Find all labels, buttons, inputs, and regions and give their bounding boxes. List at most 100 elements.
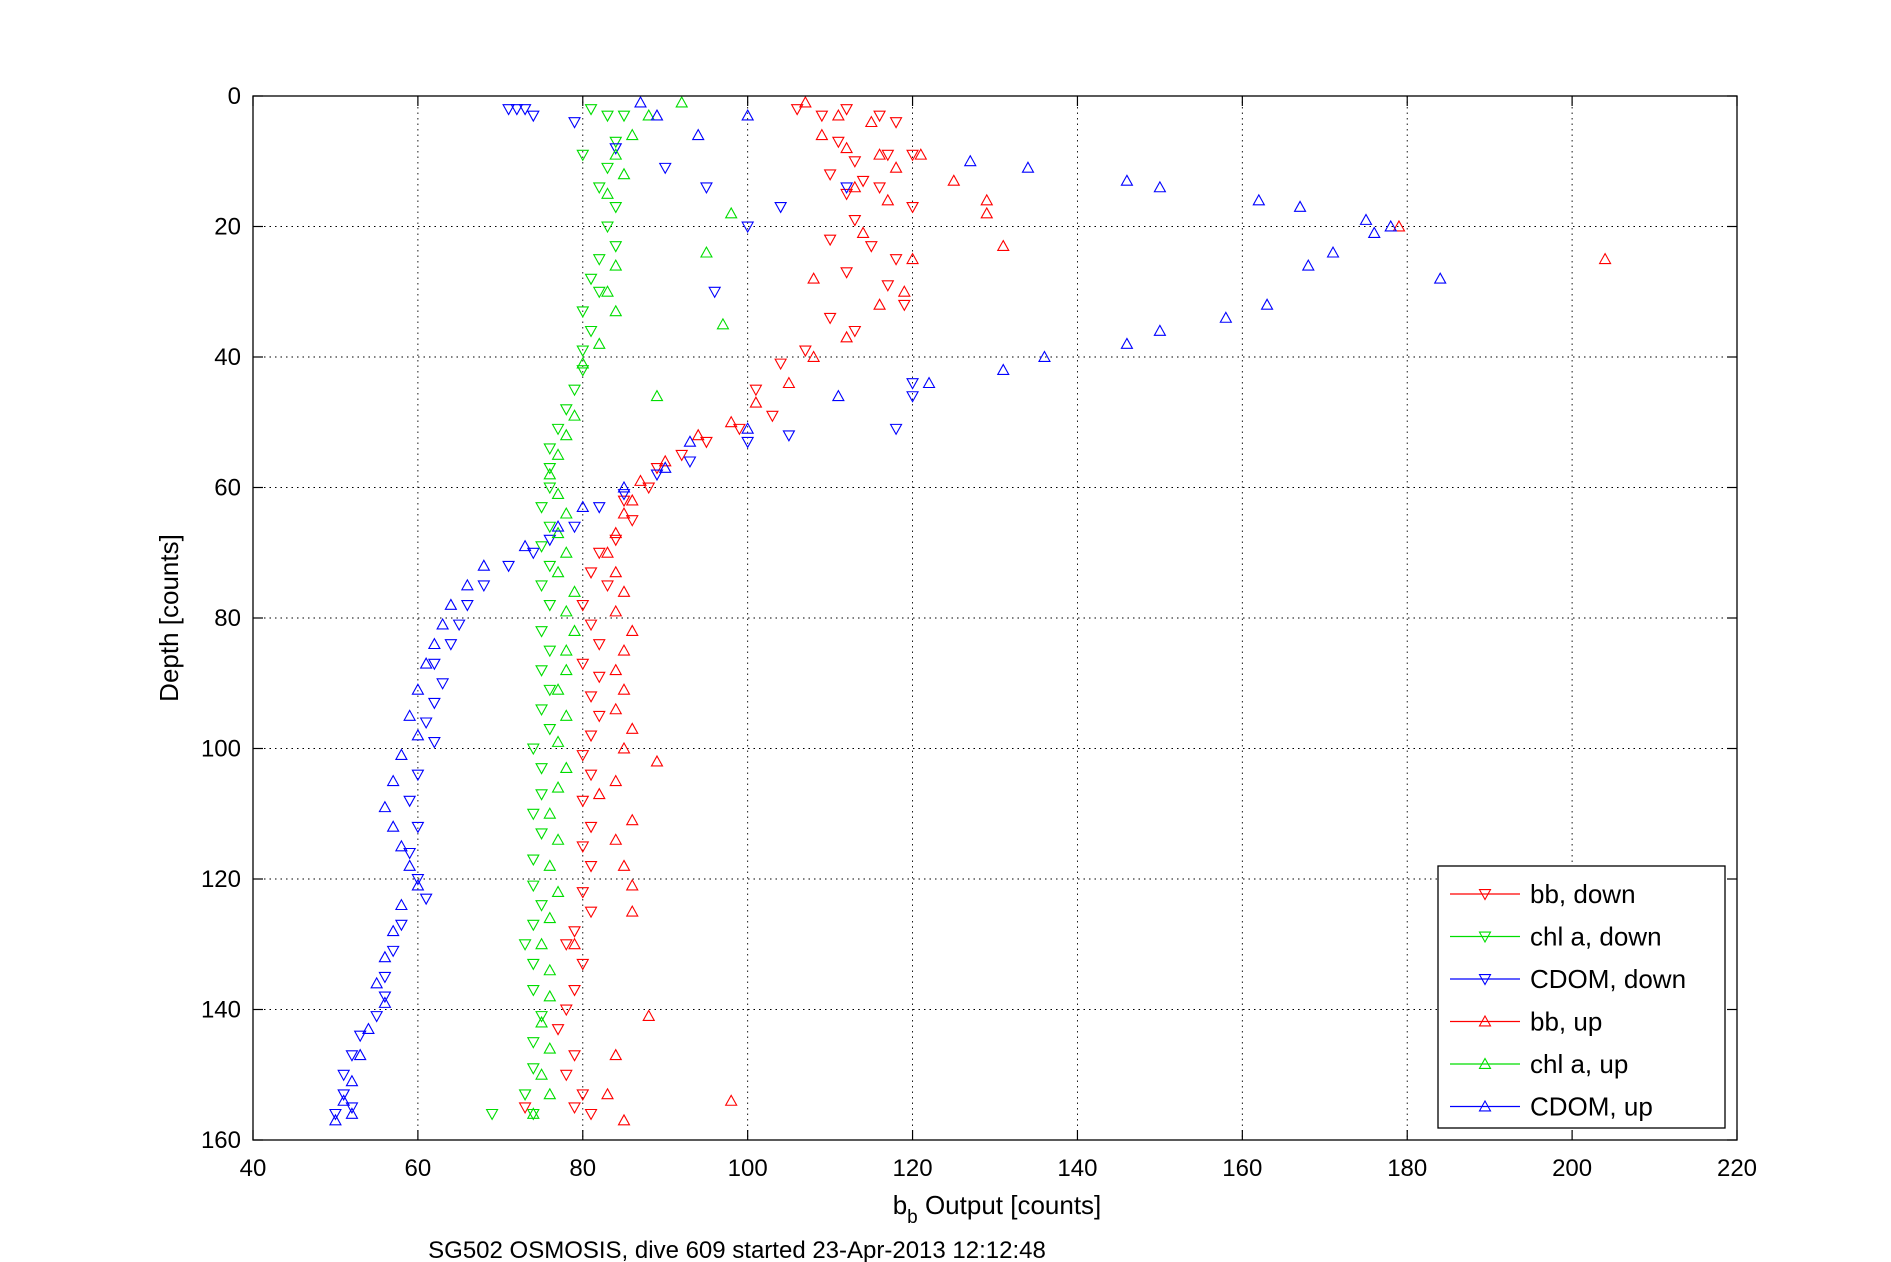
data-point xyxy=(386,945,400,958)
data-point xyxy=(650,462,664,475)
data-point xyxy=(452,619,466,632)
data-point xyxy=(551,1024,565,1036)
data-point xyxy=(650,108,664,121)
data-point xyxy=(1120,337,1134,349)
data-point xyxy=(444,639,458,651)
data-point xyxy=(873,110,887,123)
data-point xyxy=(625,128,639,141)
data-point xyxy=(996,239,1010,252)
data-point xyxy=(543,645,557,658)
data-point xyxy=(609,565,623,578)
data-point xyxy=(568,117,581,129)
data-point xyxy=(345,1102,359,1115)
data-point xyxy=(378,800,392,813)
data-point xyxy=(1293,200,1307,212)
data-point xyxy=(609,143,623,155)
data-point xyxy=(559,761,573,774)
data-point xyxy=(427,637,441,650)
data-point xyxy=(427,658,441,671)
data-point xyxy=(592,337,606,349)
data-point xyxy=(543,534,557,547)
data-point xyxy=(502,560,516,573)
data-point xyxy=(609,1048,623,1061)
data-point xyxy=(568,585,581,597)
data-point xyxy=(576,149,590,162)
data-point xyxy=(584,273,598,286)
x-tick-label: 140 xyxy=(1057,1155,1097,1182)
data-point xyxy=(1260,298,1274,310)
x-tick-label: 160 xyxy=(1222,1155,1262,1182)
data-point xyxy=(592,182,606,194)
data-point xyxy=(551,781,565,793)
data-point xyxy=(535,665,548,677)
data-point xyxy=(403,847,417,860)
data-point xyxy=(460,578,474,591)
data-point xyxy=(535,763,548,775)
data-point xyxy=(576,500,590,513)
data-point xyxy=(477,559,491,571)
data-point xyxy=(345,1050,359,1062)
data-point xyxy=(543,723,557,736)
data-point xyxy=(444,598,458,610)
data-point xyxy=(411,874,425,886)
data-point xyxy=(411,683,425,695)
data-point xyxy=(518,1089,532,1101)
data-point xyxy=(543,859,557,871)
data-point xyxy=(906,378,919,390)
data-point xyxy=(642,482,656,495)
data-point xyxy=(526,854,540,867)
data-point xyxy=(658,454,672,467)
data-point xyxy=(559,643,573,656)
data-point xyxy=(856,175,870,188)
data-point xyxy=(526,880,540,893)
data-point xyxy=(543,1087,557,1100)
data-point xyxy=(617,585,631,597)
data-point xyxy=(584,769,598,782)
x-tick-label: 120 xyxy=(893,1155,933,1182)
data-point xyxy=(592,710,606,723)
data-point xyxy=(601,580,614,593)
data-point xyxy=(460,600,474,612)
data-point xyxy=(378,971,392,984)
data-point xyxy=(831,108,845,121)
data-point xyxy=(576,841,590,854)
data-point xyxy=(427,737,441,749)
data-point xyxy=(559,506,573,519)
x-tick-label: 60 xyxy=(405,1155,432,1182)
data-point xyxy=(741,422,755,434)
data-point xyxy=(625,904,639,917)
legend-marker xyxy=(1478,1099,1492,1112)
data-point xyxy=(576,750,590,762)
data-point xyxy=(386,774,400,787)
data-point xyxy=(601,285,614,297)
data-point xyxy=(601,1087,614,1100)
data-point xyxy=(765,410,779,423)
data-point xyxy=(873,182,887,194)
data-point xyxy=(543,467,557,480)
data-point xyxy=(535,626,548,638)
data-point xyxy=(1153,324,1167,336)
data-point xyxy=(518,539,532,552)
data-point xyxy=(526,743,540,756)
data-point xyxy=(980,193,994,206)
data-point xyxy=(1433,272,1447,284)
data-point xyxy=(889,117,903,129)
data-point xyxy=(831,389,845,402)
data-point xyxy=(543,684,557,697)
data-point xyxy=(848,180,862,193)
data-point xyxy=(329,1108,342,1121)
data-point xyxy=(576,658,590,671)
axis-ticks: 40 60 80 100 120 140 160 180 200 220 0 20 40 60 80 100 1… xyxy=(201,83,1757,1182)
data-point xyxy=(361,1022,375,1035)
data-point xyxy=(378,991,392,1004)
data-point xyxy=(609,241,623,253)
data-point xyxy=(947,174,961,186)
data-point xyxy=(617,643,631,656)
legend-label: bb, down xyxy=(1530,879,1636,909)
legend-entry: chl a, up xyxy=(1450,1049,1628,1079)
data-point xyxy=(840,330,854,343)
data-point xyxy=(889,161,903,173)
data-point xyxy=(650,754,664,767)
y-tick-label: 0 xyxy=(228,83,241,110)
